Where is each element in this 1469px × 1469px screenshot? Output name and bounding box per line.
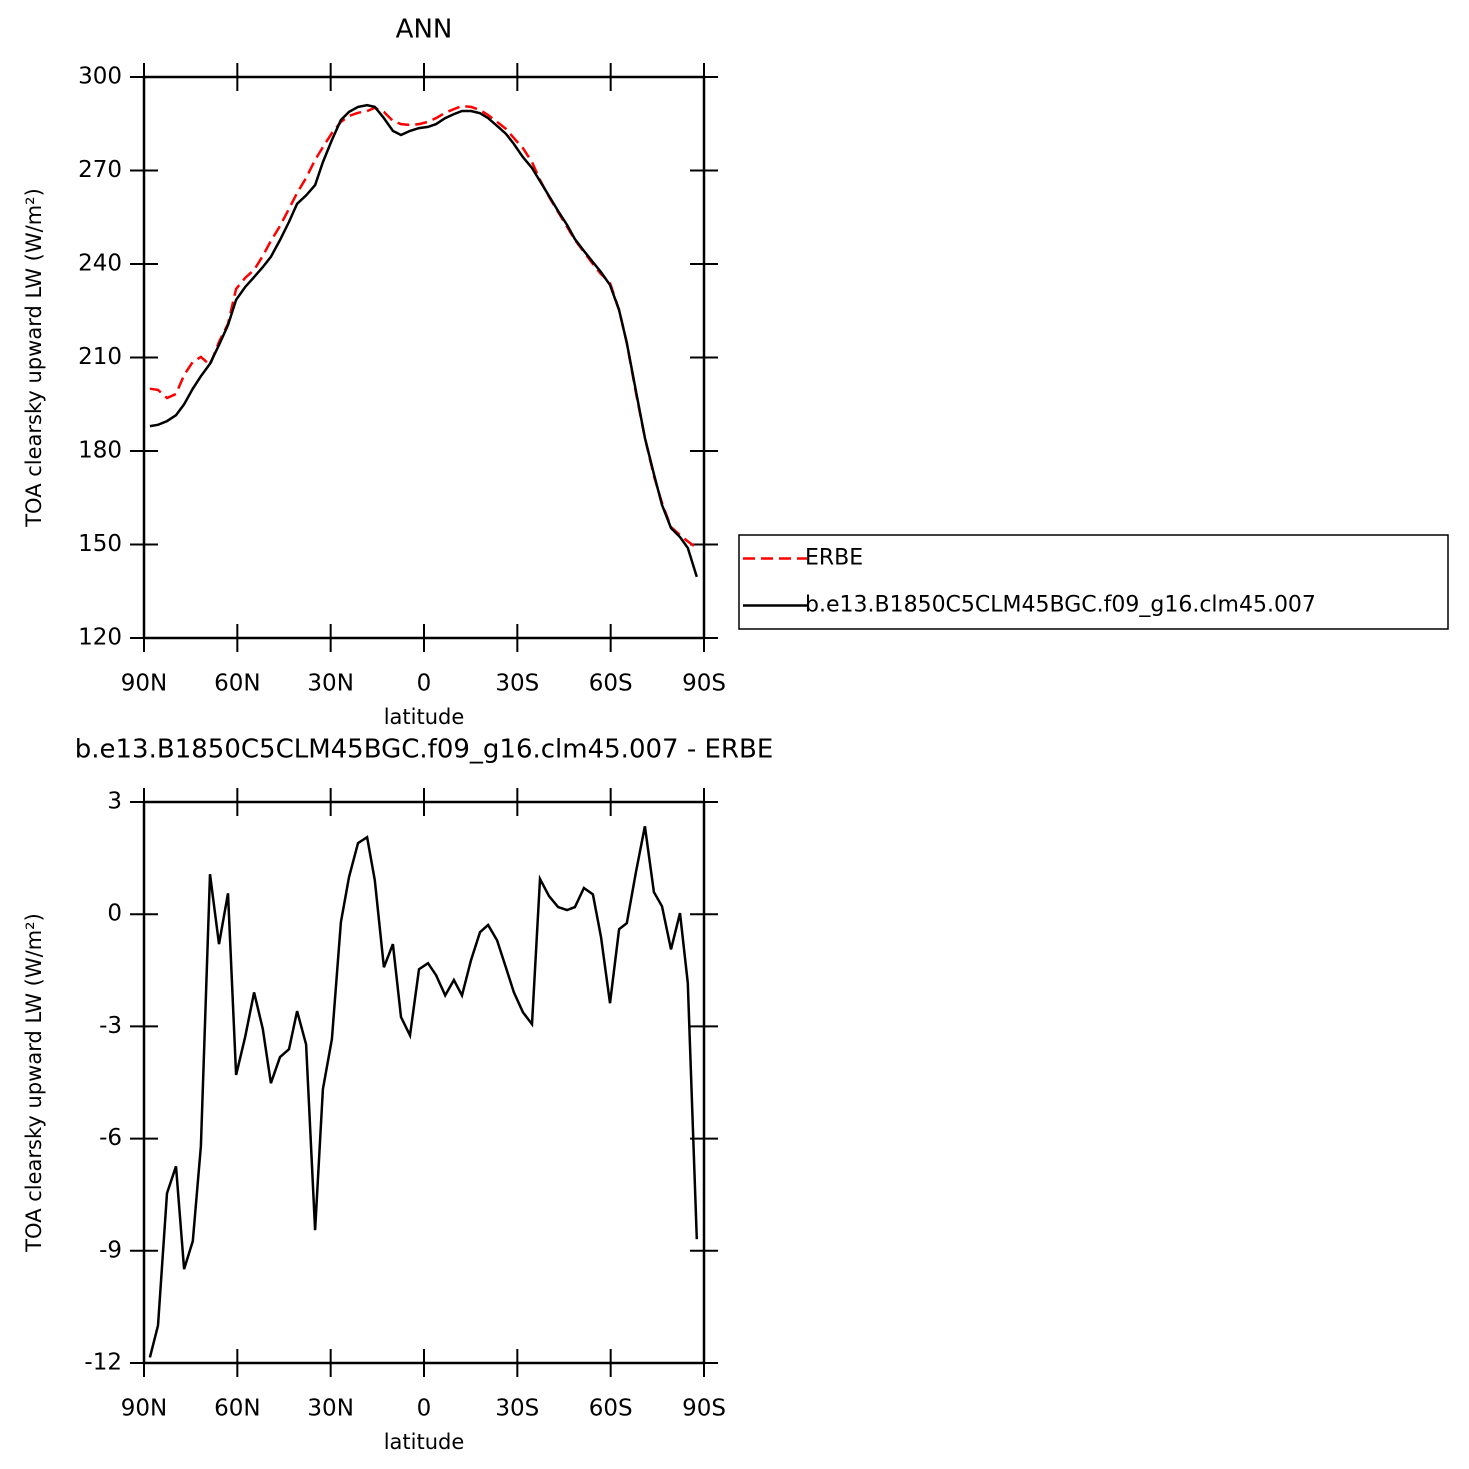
- y-tick-label: 270: [78, 157, 122, 183]
- y-tick-label: -9: [99, 1237, 122, 1263]
- data-line: [149, 103, 698, 578]
- y-tick-label: -12: [84, 1350, 122, 1376]
- x-axis-label: latitude: [384, 705, 465, 729]
- chart-title: b.e13.B1850C5CLM45BGC.f09_g16.clm45.007 …: [75, 735, 774, 765]
- x-tick-label: 90N: [121, 671, 167, 697]
- y-tick-label: 240: [78, 251, 122, 277]
- x-tick-label: 90N: [121, 1396, 167, 1422]
- x-axis-label: latitude: [384, 1430, 465, 1454]
- data-line: [148, 826, 699, 1358]
- y-tick-label: 210: [78, 344, 122, 370]
- legend-label: b.e13.B1850C5CLM45BGC.f09_g16.clm45.007: [805, 593, 1316, 618]
- x-tick-label: 30N: [307, 1396, 353, 1422]
- chart-title: ANN: [396, 15, 453, 45]
- y-tick-label: 3: [107, 789, 122, 815]
- y-tick-label: 300: [78, 64, 122, 90]
- x-tick-label: 0: [417, 1396, 432, 1422]
- x-tick-label: 90S: [682, 1396, 726, 1422]
- x-tick-label: 60N: [214, 671, 260, 697]
- data-line: [149, 104, 698, 549]
- x-tick-label: 60S: [589, 671, 633, 697]
- y-tick-label: 180: [78, 438, 122, 464]
- y-tick-label: 0: [107, 901, 122, 927]
- x-tick-label: 30N: [307, 671, 353, 697]
- x-tick-label: 60N: [214, 1396, 260, 1422]
- plot-frame: [142, 800, 706, 1365]
- legend-label: ERBE: [805, 546, 863, 571]
- x-tick-label: 30S: [495, 1396, 539, 1422]
- y-tick-label: 120: [78, 625, 122, 651]
- y-axis-label: TOA clearsky upward LW (W/m²): [22, 188, 46, 528]
- x-tick-label: 30S: [495, 671, 539, 697]
- y-tick-label: -6: [99, 1125, 122, 1151]
- x-tick-label: 0: [417, 671, 432, 697]
- legend-box: [738, 534, 1449, 630]
- x-tick-label: 60S: [589, 1396, 633, 1422]
- plot-frame: [142, 75, 706, 640]
- y-axis-label: TOA clearsky upward LW (W/m²): [22, 913, 46, 1253]
- x-tick-label: 90S: [682, 671, 726, 697]
- y-tick-label: -3: [99, 1013, 122, 1039]
- y-tick-label: 150: [78, 531, 122, 557]
